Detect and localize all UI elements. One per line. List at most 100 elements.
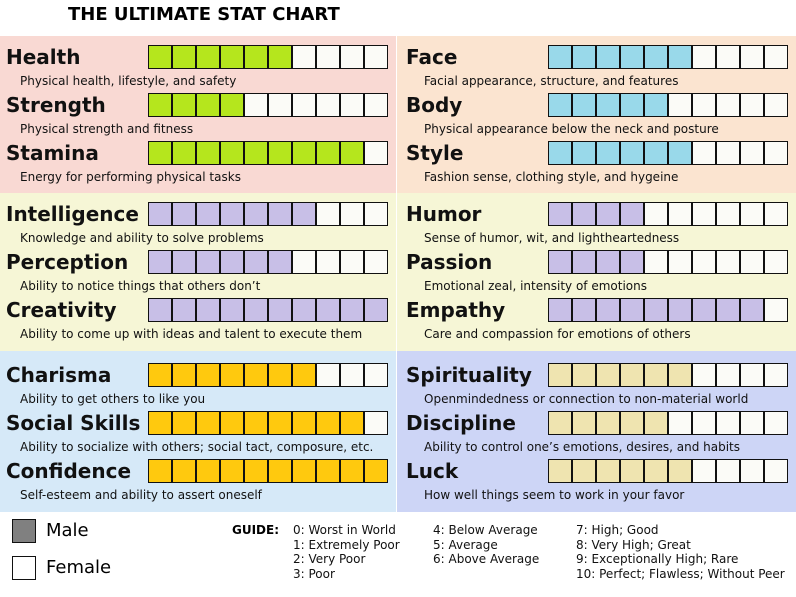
bar-cell [692, 460, 716, 482]
bar-cell [644, 251, 668, 273]
bar-cell [172, 46, 196, 68]
bar-cell [340, 142, 364, 164]
bar-cell [172, 299, 196, 321]
bar-cell [620, 299, 644, 321]
stat-description: Emotional zeal, intensity of emotions [424, 279, 647, 293]
stat-description: Physical health, lifestyle, and safety [20, 74, 237, 88]
bar-cell [220, 460, 244, 482]
stat-description: Ability to control one’s emotions, desir… [424, 440, 740, 454]
bar-cell [692, 412, 716, 434]
stat-name: Intelligence [6, 202, 139, 226]
title: THE ULTIMATE STAT CHART [68, 4, 340, 25]
bar-cell [596, 94, 620, 116]
bar-cell [596, 46, 620, 68]
stat-description: Facial appearance, structure, and featur… [424, 74, 679, 88]
bar-cell [149, 203, 172, 225]
bar-cell [740, 251, 764, 273]
bar-cell [620, 251, 644, 273]
stat-bar [148, 45, 388, 69]
bar-cell [268, 203, 292, 225]
bar-cell [596, 203, 620, 225]
bar-cell [316, 251, 340, 273]
bar-cell [364, 94, 388, 116]
bar-cell [692, 94, 716, 116]
bar-cell [196, 94, 220, 116]
bar-cell [549, 46, 572, 68]
panel: Face Facial appearance, structure, and fe… [397, 36, 796, 193]
bar-cell [172, 203, 196, 225]
bar-cell [716, 203, 740, 225]
bar-cell [668, 460, 692, 482]
bar-cell [596, 142, 620, 164]
guide-item: 6: Above Average [433, 552, 540, 566]
stat-name: Health [6, 45, 81, 69]
guide-item: 1: Extremely Poor [293, 537, 400, 552]
panel: Spirituality Openmindedness or connection… [397, 351, 796, 512]
bar-cell [692, 203, 716, 225]
bar-cell [596, 299, 620, 321]
bar-cell [740, 46, 764, 68]
bar-cell [220, 251, 244, 273]
stat-bar [548, 363, 788, 387]
bar-cell [149, 251, 172, 273]
bar-cell [644, 364, 668, 386]
bar-cell [268, 251, 292, 273]
legend-label: Male [46, 520, 89, 541]
stat-bar [148, 202, 388, 226]
panel: Charisma Ability to get others to like yo… [0, 351, 396, 512]
bar-cell [268, 94, 292, 116]
bar-cell [572, 46, 596, 68]
bar-cell [692, 299, 716, 321]
bar-cell [244, 46, 268, 68]
bar-cell [692, 364, 716, 386]
bar-cell [316, 412, 340, 434]
bar-cell [172, 94, 196, 116]
bar-cell [149, 412, 172, 434]
bar-cell [364, 460, 388, 482]
bar-cell [549, 94, 572, 116]
stat-description: How well things seem to work in your fav… [424, 488, 685, 502]
bar-cell [316, 299, 340, 321]
bar-cell [596, 460, 620, 482]
bar-cell [364, 412, 388, 434]
bar-cell [549, 251, 572, 273]
bar-cell [196, 203, 220, 225]
bar-cell [764, 460, 788, 482]
bar-cell [292, 203, 316, 225]
stat-bar [148, 250, 388, 274]
guide-item: 4: Below Average [433, 523, 538, 537]
bar-cell [644, 142, 668, 164]
bar-cell [340, 412, 364, 434]
bar-cell [149, 460, 172, 482]
bar-cell [364, 299, 388, 321]
bar-cell [740, 412, 764, 434]
bar-cell [572, 460, 596, 482]
bar-cell [220, 412, 244, 434]
bar-cell [692, 46, 716, 68]
bar-cell [716, 299, 740, 321]
bar-cell [572, 203, 596, 225]
bar-cell [220, 142, 244, 164]
bar-cell [716, 94, 740, 116]
bar-cell [572, 94, 596, 116]
stat-name: Face [406, 45, 458, 69]
bar-cell [716, 142, 740, 164]
bar-cell [620, 94, 644, 116]
stat-bar [148, 93, 388, 117]
stat-name: Luck [406, 459, 459, 483]
panel: Health Physical health, lifestyle, and sa… [0, 36, 396, 193]
stat-name: Social Skills [6, 411, 141, 435]
stat-bar [548, 93, 788, 117]
guide-item: 3: Poor [293, 566, 335, 581]
bar-cell [364, 142, 388, 164]
stat-name: Charisma [6, 363, 112, 387]
bar-cell [549, 412, 572, 434]
bar-cell [572, 251, 596, 273]
bar-cell [196, 412, 220, 434]
bar-cell [292, 299, 316, 321]
bar-cell [196, 46, 220, 68]
guide-item: 0: Worst in World [293, 523, 396, 537]
bar-cell [716, 364, 740, 386]
bar-cell [292, 412, 316, 434]
